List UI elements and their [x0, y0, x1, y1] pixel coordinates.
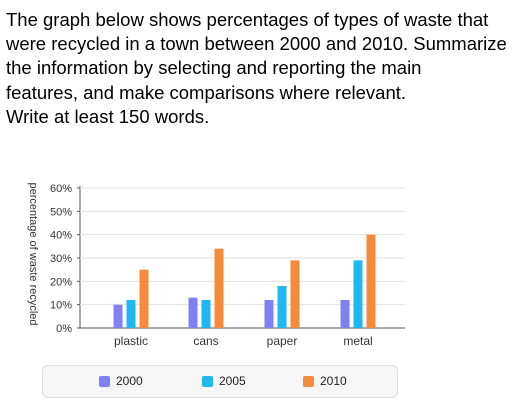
x-category-label: metal [343, 334, 372, 348]
bar-paper-2005 [277, 286, 287, 328]
bar-metal-2005 [353, 260, 363, 328]
y-tick-label: 0% [56, 323, 72, 335]
legend-swatch [303, 375, 314, 387]
y-tick-label: 30% [50, 253, 72, 265]
prompt-line: were recycled in a town between 2000 and… [6, 33, 507, 55]
y-tick-label: 50% [50, 206, 72, 218]
y-axis-label: percentage of waste recycled [27, 182, 39, 325]
bar-cans-2000 [188, 297, 198, 328]
legend-item: 2005 [202, 374, 246, 388]
x-category-label: plastic [114, 334, 148, 348]
bar-cans-2005 [201, 300, 211, 328]
legend-item: 2000 [99, 374, 143, 388]
bar-metal-2000 [340, 300, 350, 328]
bar-plastic-2005 [126, 300, 136, 328]
y-tick-label: 60% [50, 183, 72, 195]
legend-swatch [99, 375, 110, 387]
prompt-line: The graph below shows percentages of typ… [6, 9, 489, 30]
chart-legend: 2000 2005 2010 [42, 365, 398, 398]
legend-label: 2010 [320, 374, 347, 388]
bar-plastic-2000 [113, 304, 123, 328]
legend-label: 2005 [219, 374, 246, 388]
prompt-line: Write at least 150 words. [6, 105, 210, 127]
bar-paper-2010 [290, 260, 300, 328]
bar-chart: 0% 10% 20% 30% 40% 50% 60% plastic cans paper met… [27, 182, 405, 348]
prompt-line: the information by selecting and reporti… [6, 57, 422, 79]
legend-label: 2000 [116, 374, 143, 388]
bar-plastic-2010 [139, 269, 149, 328]
bar-metal-2010 [366, 234, 376, 328]
y-tick-label: 10% [50, 300, 72, 312]
x-category-label: cans [193, 334, 218, 348]
bar-paper-2000 [264, 300, 274, 328]
prompt-line: features, and make comparisons where rel… [6, 81, 407, 103]
y-tick-label: 20% [50, 276, 72, 288]
y-axis-ticks: 0% 10% 20% 30% 40% 50% 60% [50, 183, 72, 335]
bars [113, 234, 376, 328]
legend-swatch [202, 375, 213, 387]
task-prompt: The graph below shows percentages of typ… [6, 8, 510, 129]
bar-cans-2010 [214, 248, 224, 328]
legend-item: 2010 [303, 374, 347, 388]
x-category-label: paper [267, 334, 298, 348]
y-tick-label: 40% [50, 230, 72, 242]
x-axis-categories: plastic cans paper metal [114, 334, 373, 348]
